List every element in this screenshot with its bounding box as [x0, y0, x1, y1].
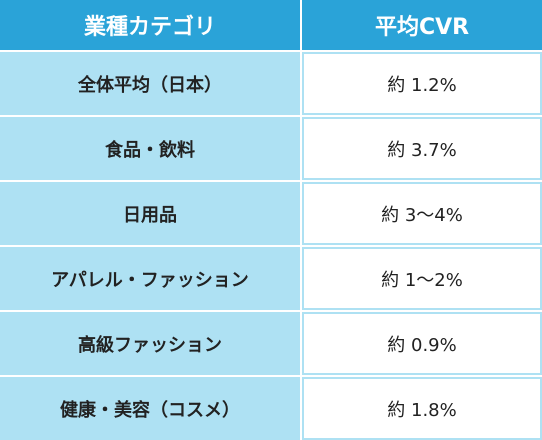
category-cell: 高級ファッション	[0, 312, 300, 375]
table-row: 食品・飲料 約 3.7%	[0, 117, 542, 180]
category-cell: 健康・美容（コスメ）	[0, 377, 300, 440]
table-header: 業種カテゴリ 平均CVR	[0, 0, 542, 50]
table-row: 健康・美容（コスメ） 約 1.8%	[0, 377, 542, 440]
table-row: アパレル・ファッション 約 1〜2%	[0, 247, 542, 310]
cvr-cell: 約 3.7%	[302, 117, 542, 180]
cvr-cell: 約 1〜2%	[302, 247, 542, 310]
table-row: 高級ファッション 約 0.9%	[0, 312, 542, 375]
category-cell: アパレル・ファッション	[0, 247, 300, 310]
cvr-cell: 約 1.2%	[302, 52, 542, 115]
category-cell: 全体平均（日本）	[0, 52, 300, 115]
cvr-cell: 約 3〜4%	[302, 182, 542, 245]
cvr-cell: 約 1.8%	[302, 377, 542, 440]
header-cvr: 平均CVR	[302, 0, 542, 50]
cvr-cell: 約 0.9%	[302, 312, 542, 375]
table-row: 日用品 約 3〜4%	[0, 182, 542, 245]
category-cell: 日用品	[0, 182, 300, 245]
category-cell: 食品・飲料	[0, 117, 300, 180]
table-row: 全体平均（日本） 約 1.2%	[0, 52, 542, 115]
header-category: 業種カテゴリ	[0, 0, 300, 50]
